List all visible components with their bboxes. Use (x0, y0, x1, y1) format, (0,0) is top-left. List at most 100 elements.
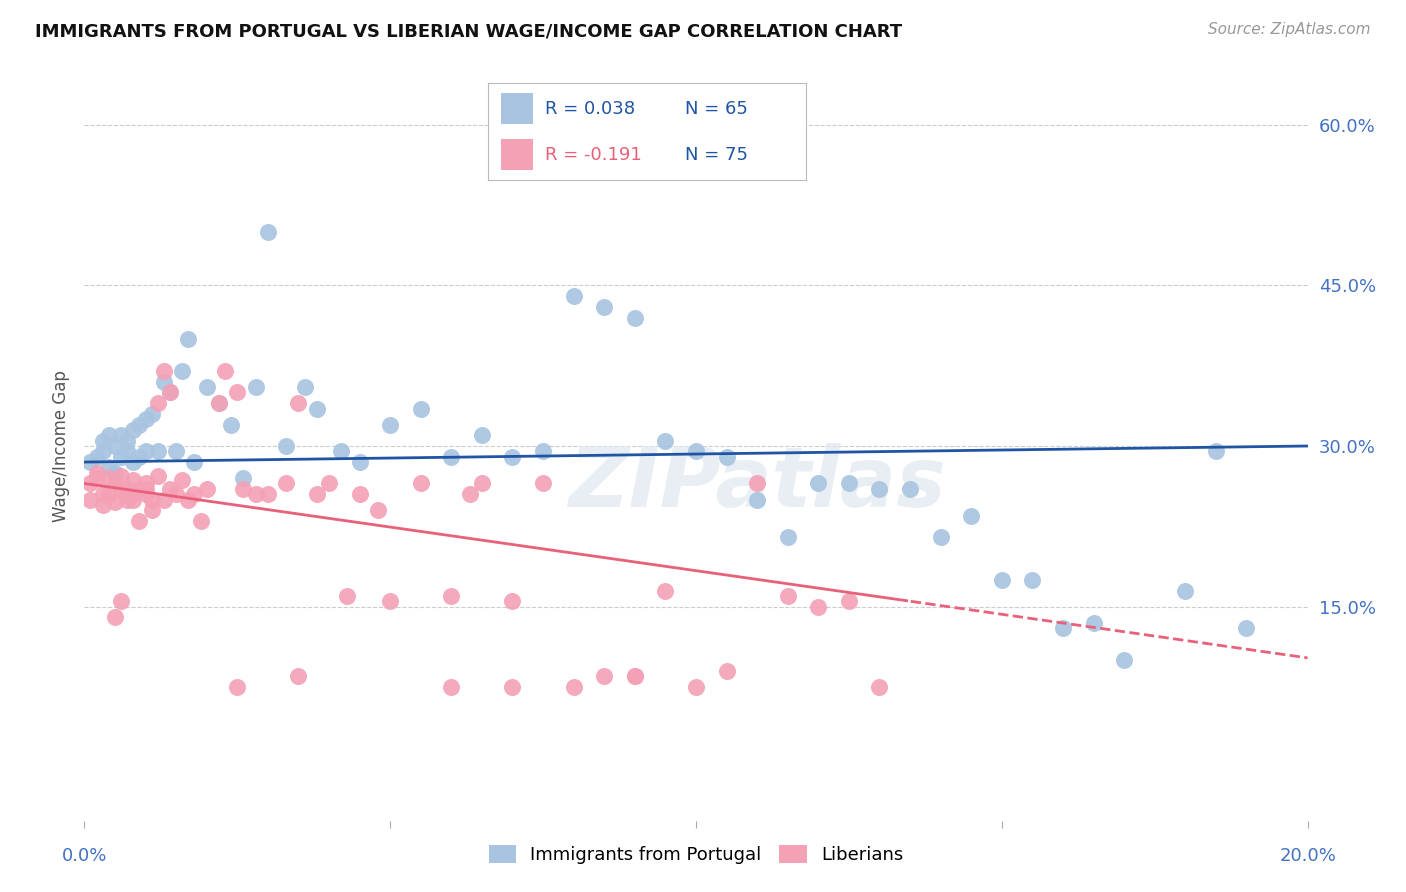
Point (91, 498, 114, 512)
Point (159, 482, 181, 496)
Point (330, 444, 353, 458)
Point (1236, 621, 1258, 635)
Point (172, 364, 194, 378)
Point (960, 508, 983, 523)
Point (190, 514, 212, 528)
Point (502, 450, 524, 464)
Point (122, 455, 145, 469)
Point (838, 594, 860, 608)
Point (128, 514, 150, 528)
Point (86, 450, 108, 464)
Point (104, 476, 127, 491)
Point (685, 444, 707, 458)
Point (159, 385, 181, 400)
Point (232, 471, 254, 485)
Point (502, 594, 524, 608)
Point (440, 589, 463, 603)
Point (593, 669, 616, 683)
Point (115, 444, 138, 458)
Point (245, 380, 267, 394)
Point (79, 492, 101, 507)
Point (1114, 653, 1136, 667)
Text: ZIPatlas: ZIPatlas (568, 443, 946, 524)
Text: 20.0%: 20.0% (1279, 847, 1336, 865)
Point (104, 439, 127, 453)
Point (214, 364, 236, 378)
Point (257, 487, 280, 501)
Point (97, 487, 120, 501)
Point (458, 487, 481, 501)
Point (79, 455, 101, 469)
Point (97, 428, 120, 442)
Point (165, 444, 187, 458)
Point (531, 476, 554, 491)
Point (1174, 583, 1197, 598)
Point (104, 466, 127, 480)
Point (869, 680, 891, 694)
Point (141, 492, 163, 507)
Point (1083, 615, 1105, 630)
Point (141, 407, 163, 421)
Point (135, 412, 157, 426)
Point (869, 482, 891, 496)
Point (86, 466, 108, 480)
Point (1021, 573, 1043, 587)
Point (122, 473, 145, 487)
Point (380, 594, 402, 608)
Point (208, 396, 231, 410)
Text: IMMIGRANTS FROM PORTUGAL VS LIBERIAN WAGE/INCOME GAP CORRELATION CHART: IMMIGRANTS FROM PORTUGAL VS LIBERIAN WAG… (35, 22, 903, 40)
Point (172, 473, 194, 487)
Point (97, 460, 120, 475)
Point (122, 487, 145, 501)
Point (135, 487, 157, 501)
Point (115, 492, 138, 507)
Point (318, 476, 340, 491)
Point (776, 589, 799, 603)
Point (654, 583, 676, 598)
Point (122, 423, 145, 437)
Point (349, 455, 371, 469)
Point (177, 332, 200, 346)
Point (440, 680, 463, 694)
Point (226, 680, 249, 694)
Point (104, 610, 127, 624)
Legend: Immigrants from Portugal, Liberians: Immigrants from Portugal, Liberians (481, 838, 911, 871)
Point (593, 300, 616, 314)
Point (294, 380, 316, 394)
Point (135, 444, 157, 458)
Point (287, 669, 309, 683)
Point (97, 471, 120, 485)
Point (685, 680, 707, 694)
Point (807, 599, 830, 614)
Point (898, 482, 921, 496)
Point (91, 444, 114, 458)
Point (183, 455, 205, 469)
Point (232, 482, 254, 496)
Point (716, 664, 738, 678)
Point (153, 492, 176, 507)
Point (91, 487, 114, 501)
Point (128, 482, 150, 496)
Point (153, 364, 176, 378)
Point (141, 503, 163, 517)
Point (336, 589, 359, 603)
Point (747, 476, 769, 491)
Point (624, 310, 647, 325)
Point (929, 530, 952, 544)
Point (115, 482, 138, 496)
Point (208, 396, 231, 410)
Point (128, 417, 150, 432)
Point (654, 434, 676, 448)
Point (1052, 621, 1074, 635)
Point (245, 487, 267, 501)
Point (807, 476, 830, 491)
Point (110, 482, 132, 496)
Point (110, 450, 132, 464)
Point (122, 492, 145, 507)
Point (624, 669, 647, 683)
Point (257, 225, 280, 239)
Point (276, 439, 298, 453)
Point (183, 487, 205, 501)
Point (110, 594, 132, 608)
Point (153, 375, 176, 389)
